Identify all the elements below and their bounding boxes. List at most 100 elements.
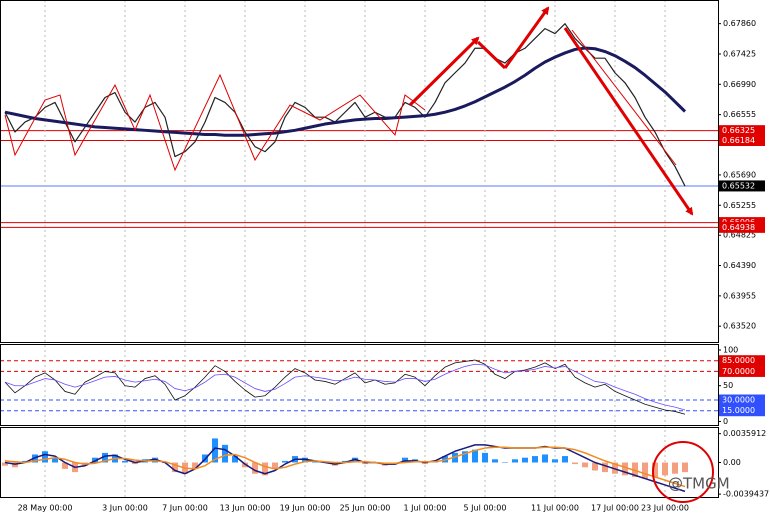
histogram-bar [532,456,538,463]
y-tick-label: 0 [723,417,728,426]
histogram-bar [12,462,18,468]
x-tick-label: 5 Jul 00:00 [464,504,507,513]
y-tick-label: 0.67860 [723,19,756,28]
histogram-bar [622,462,628,476]
y-tick-label: 0.65255 [723,201,756,210]
histogram-bar [562,456,568,463]
price-panel-border [0,0,719,343]
marks [2,23,688,493]
y-tick-label: 0.67425 [723,49,756,58]
histogram-bar [62,462,68,469]
level-label-box [719,134,765,146]
histogram-bar [402,457,408,463]
y-tick-label: 0.64390 [723,261,756,270]
series-line [4,446,686,488]
arrow-annotation [503,6,550,69]
x-tick-label: 17 Jul 00:00 [591,504,639,513]
histogram-bar [552,459,558,463]
y-tick-label: 0.66990 [723,80,756,89]
x-tick-label: 23 Jul 00:00 [641,504,689,513]
level-label: 0.65532 [722,181,755,190]
histogram-bar [502,462,508,463]
histogram-bar [362,462,368,465]
histogram-bar [512,459,518,463]
level-label: 85.0000 [722,356,755,365]
histogram-bar [682,462,688,473]
y-tick-label: 0.63955 [723,291,756,300]
level-label-box [719,180,765,192]
histogram-bar [102,452,108,463]
trend-line [571,29,677,166]
series-line [4,23,686,187]
histogram-bar [232,456,238,463]
zigzag-annotation [4,73,426,172]
y-tick-label: 0.0035912 [723,429,766,438]
rsi-panel-border [0,344,719,426]
arrow-annotation [408,36,480,107]
histogram-bar [342,460,348,463]
histogram-bar [522,457,528,463]
histogram-bar [222,444,228,463]
y-tick-label: -0.0039437 [723,490,769,499]
macd-panel-border [0,427,719,498]
x-tick-label: 28 May 00:00 [18,504,73,513]
x-tick-label: 11 Jul 00:00 [531,504,579,513]
y-tick-label: 100 [723,346,738,355]
histogram-bar [672,462,678,474]
histogram-bar [152,457,158,463]
histogram-bar [172,462,178,473]
histogram-bar [52,457,58,463]
histogram-bar [482,452,488,463]
histogram-bar [572,462,578,465]
level-label: 0.66184 [722,136,755,145]
series-line [4,46,687,137]
histogram-bar [592,462,598,471]
x-tick-label: 25 Jun 00:00 [340,504,391,513]
histogram-bar [632,462,638,477]
x-tick-label: 13 Jun 00:00 [220,504,271,513]
histogram-bar [452,452,458,463]
x-tick-label: 3 Jun 00:00 [102,504,148,513]
histogram-bar [642,462,648,479]
level-label-box [719,221,765,233]
histogram-bar [272,462,278,469]
y-tick-label: 0.65690 [723,170,756,179]
histogram-bar [652,462,658,477]
x-tick-label: 7 Jun 00:00 [162,504,208,513]
histogram-bar [192,462,198,469]
level-label: 70.0000 [722,367,755,376]
histogram-bar [2,462,8,466]
labels: 0.67860 0.67425 0.66990 0.66555 0.65690 0.652… [18,19,770,512]
histogram-bar [352,457,358,463]
histogram-bar [472,449,478,463]
histogram-bar [252,462,258,474]
x-tick-label: 19 Jun 00:00 [280,504,331,513]
highlight-circle [652,441,714,503]
histogram-bar [462,451,468,463]
level-label: 15.0000 [722,406,755,415]
histogram-bar [262,462,268,476]
level-label-box [719,125,765,137]
level-label-box [719,405,765,417]
series-line [4,359,686,415]
x-tick-label: 1 Jul 00:00 [404,504,447,513]
histogram-bar [542,454,548,463]
histogram-bar [602,462,608,473]
histogram-bar [282,460,288,463]
histogram-bar [612,462,618,474]
level-label: 0.64938 [722,223,755,232]
y-tick-label: 50 [723,381,733,390]
histogram-bar [132,462,138,465]
histogram-bar [42,451,48,463]
histogram-bar [302,457,308,463]
histogram-bar [582,462,588,468]
level-label: 30.0000 [722,396,755,405]
histogram-bar [122,460,128,463]
histogram-bar [312,460,318,463]
level-label: 0.66325 [722,126,755,135]
level-label-box [719,394,765,406]
arrow-annotation [563,27,694,216]
watermark: @TMGM [668,475,730,493]
